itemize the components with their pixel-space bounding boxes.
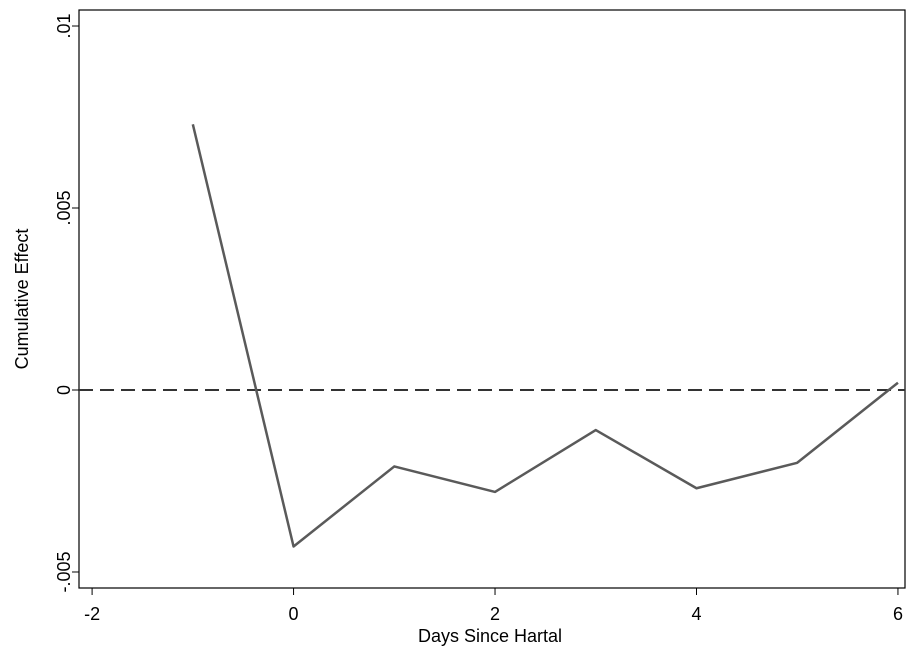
y-axis-title: Cumulative Effect bbox=[12, 229, 32, 370]
x-tick-label: 0 bbox=[289, 604, 299, 624]
x-tick-label: 4 bbox=[691, 604, 701, 624]
y-tick-label: -.005 bbox=[54, 551, 74, 592]
plot-frame bbox=[78, 9, 906, 589]
x-tick-label: -2 bbox=[84, 604, 100, 624]
x-axis-title: Days Since Hartal bbox=[418, 626, 562, 646]
x-tick-label: 2 bbox=[490, 604, 500, 624]
y-tick-label: 0 bbox=[54, 385, 74, 395]
x-tick-label: 6 bbox=[893, 604, 903, 624]
data-line bbox=[191, 123, 899, 548]
y-tick-label: .005 bbox=[54, 190, 74, 225]
y-tick-label: .01 bbox=[54, 13, 74, 38]
